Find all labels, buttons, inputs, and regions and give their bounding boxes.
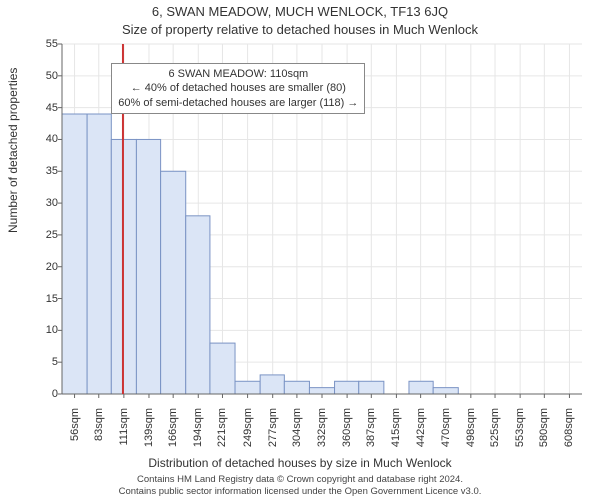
x-tick-label: 553sqm	[514, 408, 526, 458]
y-tick-label: 40	[28, 133, 58, 145]
x-axis-label: Distribution of detached houses by size …	[0, 456, 600, 470]
x-tick-label: 304sqm	[291, 408, 303, 458]
x-tick-label: 387sqm	[365, 408, 377, 458]
annotation-line1: 6 SWAN MEADOW: 110sqm	[118, 67, 358, 81]
x-tick-label: 525sqm	[489, 408, 501, 458]
y-tick-label: 35	[28, 165, 58, 177]
y-tick-label: 5	[28, 356, 58, 368]
y-tick-label: 45	[28, 102, 58, 114]
attribution: Contains HM Land Registry data © Crown c…	[0, 474, 600, 498]
x-tick-label: 277sqm	[267, 408, 279, 458]
attribution-line1: Contains HM Land Registry data © Crown c…	[0, 474, 600, 486]
x-tick-label: 249sqm	[242, 408, 254, 458]
title-subtitle: Size of property relative to detached ho…	[0, 22, 600, 37]
x-tick-label: 111sqm	[118, 408, 130, 458]
annotation-line3: 60% of semi-detached houses are larger (…	[118, 96, 358, 110]
title-address: 6, SWAN MEADOW, MUCH WENLOCK, TF13 6JQ	[0, 4, 600, 19]
x-tick-label: 166sqm	[167, 408, 179, 458]
annotation-line2: ← 40% of detached houses are smaller (80…	[118, 81, 358, 95]
x-tick-label: 470sqm	[440, 408, 452, 458]
y-tick-label: 30	[28, 197, 58, 209]
annotation-box: 6 SWAN MEADOW: 110sqm ← 40% of detached …	[111, 63, 365, 114]
x-tick-label: 360sqm	[341, 408, 353, 458]
y-tick-label: 10	[28, 324, 58, 336]
y-tick-label: 50	[28, 70, 58, 82]
y-tick-label: 25	[28, 229, 58, 241]
x-tick-label: 194sqm	[192, 408, 204, 458]
x-tick-label: 332sqm	[316, 408, 328, 458]
y-tick-label: 55	[28, 38, 58, 50]
x-tick-label: 56sqm	[69, 408, 81, 458]
attribution-line2: Contains public sector information licen…	[0, 486, 600, 498]
y-axis-label: Number of detached properties	[6, 68, 20, 233]
y-tick-label: 0	[28, 388, 58, 400]
x-tick-label: 498sqm	[465, 408, 477, 458]
chart-container: 6, SWAN MEADOW, MUCH WENLOCK, TF13 6JQ S…	[0, 0, 600, 500]
x-tick-label: 442sqm	[415, 408, 427, 458]
plot-area: 6 SWAN MEADOW: 110sqm ← 40% of detached …	[62, 44, 582, 394]
x-tick-label: 139sqm	[143, 408, 155, 458]
x-tick-label: 580sqm	[538, 408, 550, 458]
x-tick-label: 83sqm	[93, 408, 105, 458]
x-tick-label: 415sqm	[390, 408, 402, 458]
x-tick-label: 608sqm	[563, 408, 575, 458]
y-tick-label: 20	[28, 261, 58, 273]
x-tick-label: 221sqm	[216, 408, 228, 458]
y-tick-label: 15	[28, 293, 58, 305]
